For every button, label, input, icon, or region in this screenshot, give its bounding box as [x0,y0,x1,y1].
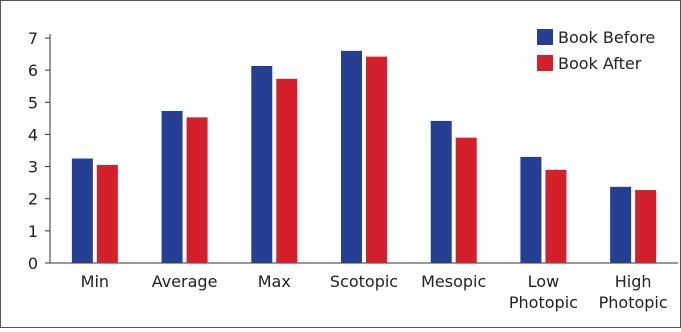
y-tick-label: 6 [28,61,38,80]
bar [455,137,477,263]
legend-label: Book Before [558,28,655,47]
bar [96,164,118,263]
bar [341,50,362,263]
y-tick-label: 3 [28,158,38,177]
x-tick-label: Scotopic [330,272,398,291]
x-tick-label: Max [258,272,291,291]
y-tick-label: 2 [28,190,38,209]
bar [276,78,298,263]
x-tick-label: Low [528,272,560,291]
legend-label: Book After [558,54,642,73]
bar-chart: 0 1 2 3 4 5 6 7 Min Average Max Scotopic Mesopic Low… [28,28,678,312]
x-tick-label: High [615,272,652,291]
bar [366,56,387,264]
legend-swatch [537,29,553,45]
x-tick-label: Average [152,272,218,291]
bar [520,156,542,263]
bar [635,190,657,263]
bar [430,120,452,263]
y-tick-label: 0 [28,254,38,273]
y-tick-label: 5 [28,93,38,112]
x-tick-label: Photopic [599,293,668,312]
y-tick-label: 1 [28,222,38,241]
x-tick-label: Mesopic [421,272,486,291]
bar [610,186,632,263]
x-tick-label: Min [81,272,109,291]
x-tick-label: Photopic [509,293,578,312]
bar [251,65,273,263]
y-tick-label: 4 [28,125,38,144]
legend-swatch [537,55,553,71]
bar [71,158,93,263]
bar [186,117,208,264]
bar [161,110,183,263]
y-tick-label: 7 [28,29,38,48]
bar [545,169,567,263]
